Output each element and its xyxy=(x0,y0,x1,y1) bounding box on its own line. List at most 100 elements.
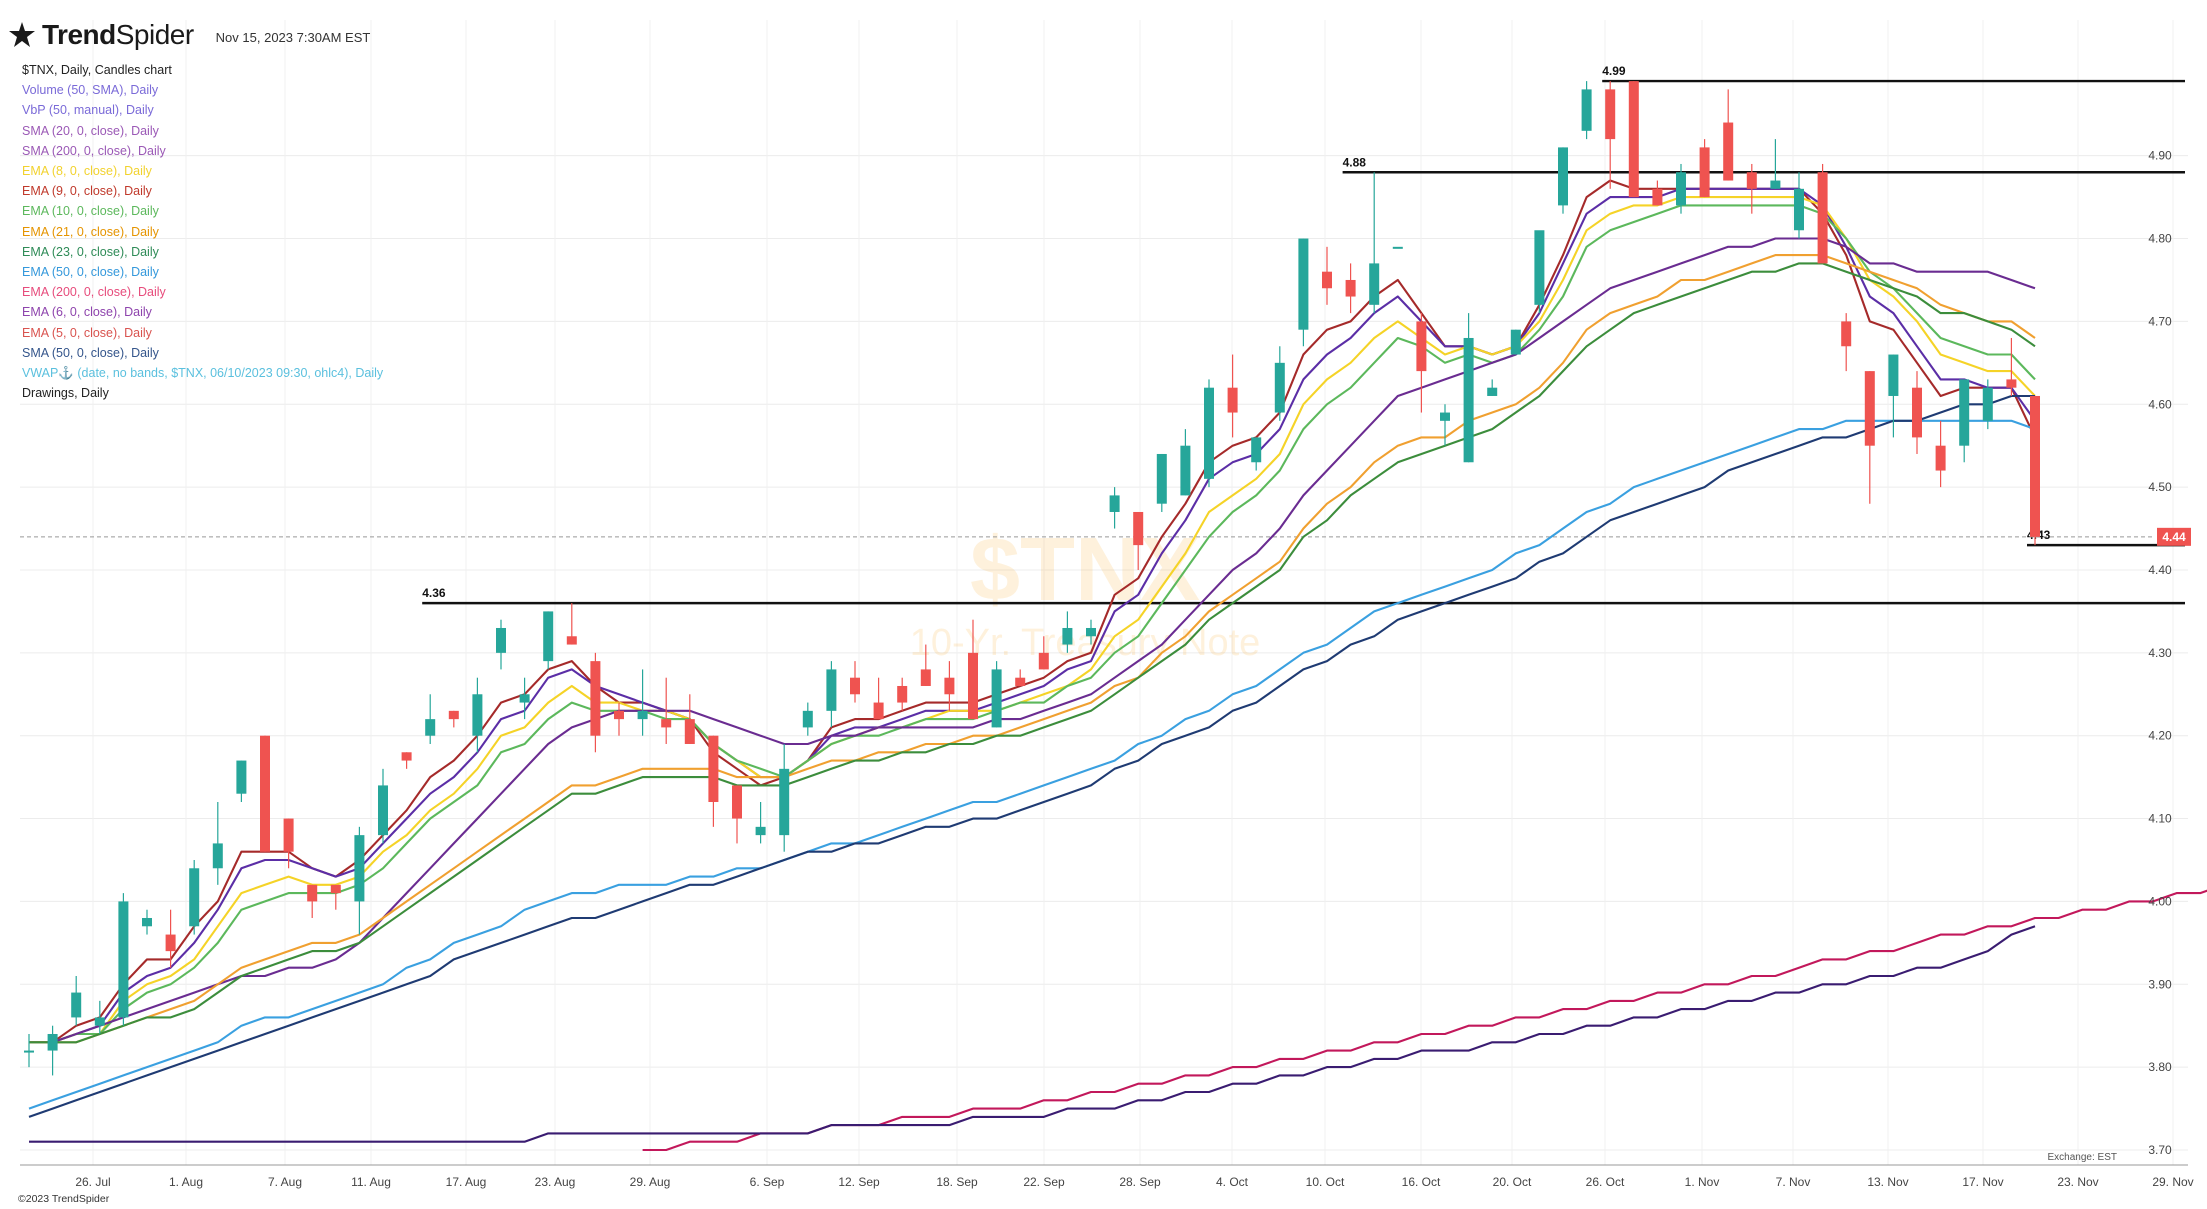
x-tick-label: 29. Nov xyxy=(2152,1175,2193,1189)
legend-item[interactable]: EMA (50, 0, close), Daily xyxy=(22,265,159,280)
level-label: 4.99 xyxy=(1602,64,1626,78)
candle-body xyxy=(1723,122,1734,181)
candle-body xyxy=(260,735,270,852)
candle-body xyxy=(1817,172,1828,264)
candle-body xyxy=(24,1050,34,1053)
y-tick-label: 4.50 xyxy=(2148,480,2172,494)
x-tick-label: 7. Nov xyxy=(1776,1175,1811,1189)
candle-body xyxy=(1015,677,1026,686)
ma-line-sma200 xyxy=(29,925,2036,1143)
candle-body xyxy=(1392,246,1403,249)
candle-body xyxy=(637,710,648,720)
y-tick-label: 4.80 xyxy=(2148,232,2172,246)
candle-body xyxy=(1251,437,1262,463)
copyright: ©2023 TrendSpider xyxy=(18,1193,110,1205)
legend-item[interactable]: SMA (20, 0, close), Daily xyxy=(22,123,159,138)
candle-body xyxy=(1274,362,1285,413)
candle-body xyxy=(1487,387,1498,396)
legend-item[interactable]: EMA (200, 0, close), Daily xyxy=(22,285,166,300)
legend-item[interactable]: Volume (50, SMA), Daily xyxy=(22,83,159,98)
ma-line-sma20 xyxy=(29,237,2036,1044)
ma-line-ema21 xyxy=(29,254,2036,1044)
candle-body xyxy=(1534,230,1545,305)
x-tick-label: 26. Jul xyxy=(75,1175,110,1189)
y-tick-label: 4.10 xyxy=(2148,812,2172,826)
legend-item[interactable]: VbP (50, manual), Daily xyxy=(22,103,154,118)
candle-body xyxy=(543,611,554,662)
candle-body xyxy=(1746,172,1757,189)
legend-item[interactable]: Drawings, Daily xyxy=(22,386,109,401)
candle-body xyxy=(1204,387,1214,479)
candle-body xyxy=(47,1033,58,1051)
level-label: 4.36 xyxy=(422,586,446,600)
candle-body xyxy=(401,752,412,761)
candle-body xyxy=(425,719,436,736)
x-tick-label: 13. Nov xyxy=(1867,1175,1908,1189)
candle-body xyxy=(732,785,742,819)
candle-body xyxy=(94,1017,105,1026)
symbol-watermark: $TNX 10-Yr. Treasury Note xyxy=(910,520,1261,664)
candle-body xyxy=(1510,329,1521,355)
x-tick-label: 1. Nov xyxy=(1685,1175,1720,1189)
legend-item[interactable]: EMA (5, 0, close), Daily xyxy=(22,325,152,340)
candle-body xyxy=(897,685,908,703)
legend-item[interactable]: EMA (23, 0, close), Daily xyxy=(22,244,159,259)
legend-item[interactable]: VWAP⚓ (date, no bands, $TNX, 06/10/2023 … xyxy=(22,366,384,381)
candle-body xyxy=(1322,271,1332,289)
candle-body xyxy=(283,818,294,852)
level-label: 4.88 xyxy=(1343,155,1367,169)
y-tick-label: 4.70 xyxy=(2148,314,2172,328)
candle-body xyxy=(1652,188,1663,206)
candle-body xyxy=(378,785,388,836)
y-tick-label: 3.80 xyxy=(2148,1060,2172,1074)
candle-body xyxy=(1463,337,1474,463)
x-tick-label: 12. Sep xyxy=(838,1175,880,1189)
candle-body xyxy=(1558,147,1568,206)
candle-body xyxy=(850,677,860,695)
x-tick-label: 17. Aug xyxy=(446,1175,487,1189)
y-tick-label: 4.40 xyxy=(2148,563,2172,577)
candle-body xyxy=(1699,147,1710,198)
legend-item[interactable]: EMA (6, 0, close), Daily xyxy=(22,305,152,320)
candle-body xyxy=(708,735,719,802)
candle-body xyxy=(755,826,766,836)
candle-body xyxy=(1109,495,1120,512)
legend-item[interactable]: SMA (200, 0, close), Daily xyxy=(22,143,166,158)
exchange-label: Exchange: EST xyxy=(2047,1152,2117,1163)
candle-body xyxy=(590,661,601,736)
candle-body xyxy=(1086,627,1096,637)
ma-line-ema50 xyxy=(28,419,2036,1110)
last-price-text: 4.44 xyxy=(2162,530,2186,544)
candle-body xyxy=(1959,379,1970,446)
candle-body xyxy=(1298,238,1309,330)
candle-body xyxy=(236,760,247,794)
candle-body xyxy=(1062,627,1073,645)
x-tick-label: 23. Nov xyxy=(2057,1175,2098,1189)
candle-body xyxy=(920,669,931,686)
last-price-badge xyxy=(2157,527,2191,546)
candle-body xyxy=(1982,387,1993,421)
y-tick-label: 4.00 xyxy=(2148,894,2172,908)
candle-body xyxy=(1794,188,1804,231)
legend-item[interactable]: EMA (8, 0, close), Daily xyxy=(22,164,152,179)
legend-item[interactable]: SMA (50, 0, close), Daily xyxy=(22,345,159,360)
candle-body xyxy=(1888,354,1899,396)
y-tick-label: 4.20 xyxy=(2148,729,2172,743)
legend-item[interactable]: EMA (9, 0, close), Daily xyxy=(22,184,152,199)
legend-item[interactable]: EMA (10, 0, close), Daily xyxy=(22,204,159,219)
x-tick-label: 11. Aug xyxy=(351,1175,391,1189)
watermark-name: 10-Yr. Treasury Note xyxy=(910,622,1261,664)
x-tick-label: 10. Oct xyxy=(1306,1175,1345,1189)
y-tick-label: 4.90 xyxy=(2148,149,2172,163)
legend-item[interactable]: EMA (21, 0, close), Daily xyxy=(22,224,159,239)
candle-body xyxy=(1038,652,1049,670)
candle-body xyxy=(118,901,129,1018)
x-tick-label: 6. Sep xyxy=(750,1175,785,1189)
x-tick-label: 4. Oct xyxy=(1216,1175,1249,1189)
candle-body xyxy=(991,669,1002,728)
ma-line-ema23 xyxy=(29,262,2036,1044)
legend-item[interactable]: $TNX, Daily, Candles chart xyxy=(22,63,172,77)
chart-datestamp: Nov 15, 2023 7:30AM EST xyxy=(215,29,371,45)
y-tick-label: 4.60 xyxy=(2148,397,2172,411)
